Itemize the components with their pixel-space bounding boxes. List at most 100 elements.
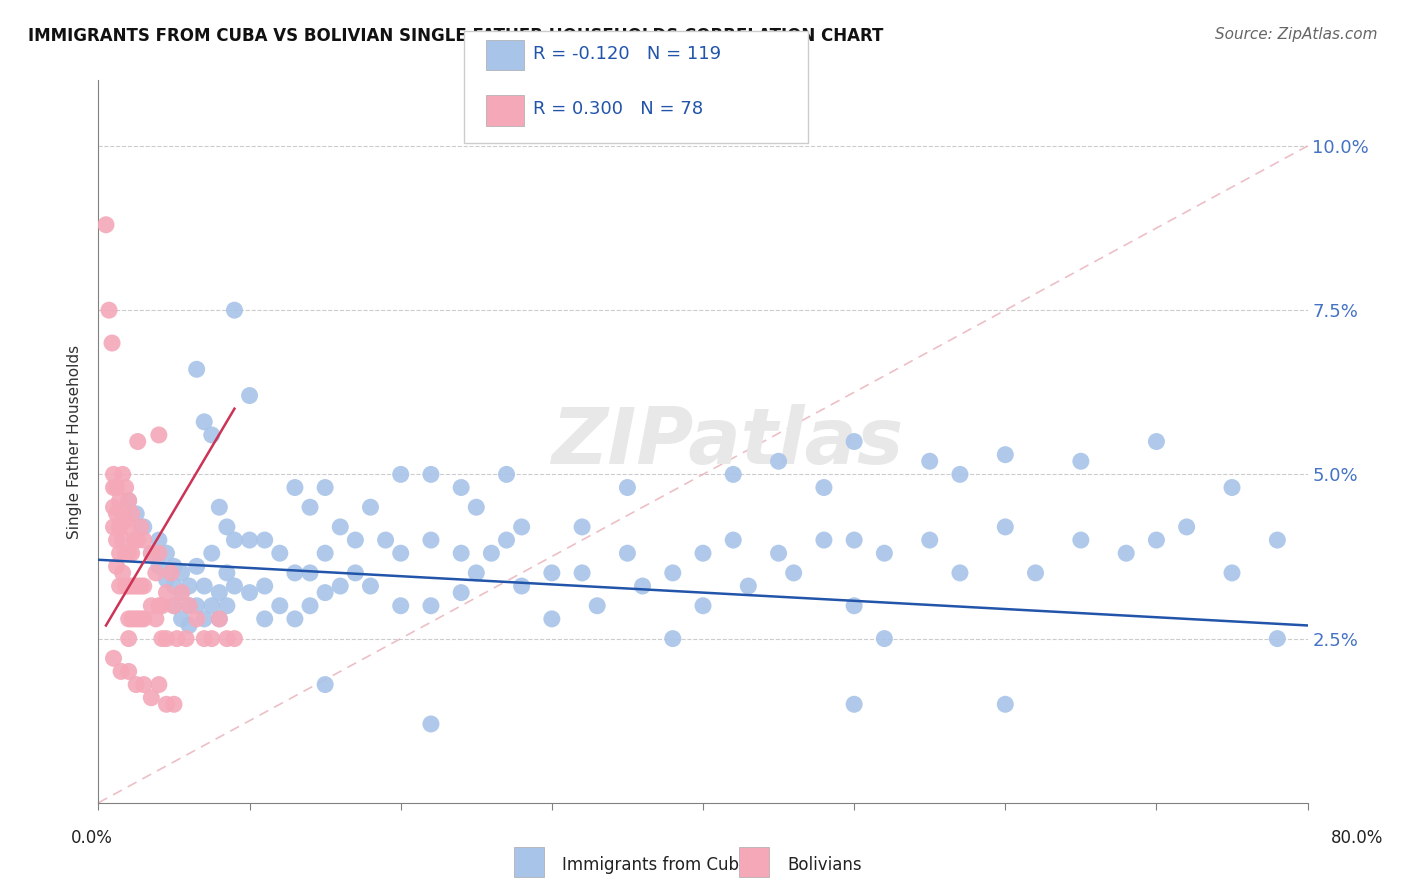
Point (239, 388, 262, 402)
Point (170, 585, 193, 599)
Text: IMMIGRANTS FROM CUBA VS BOLIVIAN SINGLE FATHER HOUSEHOLDS CORRELATION CHART: IMMIGRANTS FROM CUBA VS BOLIVIAN SINGLE … (28, 27, 883, 45)
Point (129, 612, 152, 626)
Point (127, 579, 149, 593)
Point (118, 493, 141, 508)
Point (768, 454, 790, 468)
Point (108, 546, 131, 560)
Point (163, 698, 186, 712)
Point (360, 500, 382, 515)
Point (145, 612, 167, 626)
Point (844, 599, 866, 613)
Point (148, 599, 170, 613)
Point (132, 612, 155, 626)
Point (201, 546, 224, 560)
Point (1144, 533, 1167, 547)
Point (111, 533, 134, 547)
Point (844, 434, 866, 449)
Point (141, 546, 163, 560)
Point (193, 579, 215, 593)
Point (155, 632, 177, 646)
Point (1220, 566, 1243, 580)
Point (949, 467, 972, 482)
Point (127, 533, 149, 547)
Point (495, 467, 517, 482)
Text: R = -0.120   N = 119: R = -0.120 N = 119 (533, 45, 721, 62)
Point (224, 533, 246, 547)
Point (571, 520, 593, 534)
Point (994, 698, 1017, 712)
Point (179, 618, 201, 632)
Point (1070, 533, 1092, 547)
Point (616, 546, 638, 560)
Point (661, 566, 683, 580)
Point (224, 303, 246, 318)
Point (1175, 520, 1198, 534)
Point (103, 467, 125, 482)
Point (105, 481, 128, 495)
Point (661, 632, 683, 646)
Point (148, 533, 170, 547)
Point (631, 579, 654, 593)
Point (873, 632, 896, 646)
Point (510, 520, 533, 534)
Point (208, 612, 231, 626)
Point (253, 579, 276, 593)
Point (108, 493, 131, 508)
Point (114, 481, 136, 495)
Point (465, 500, 488, 515)
Point (179, 599, 201, 613)
Point (420, 717, 443, 731)
Point (174, 632, 197, 646)
Point (103, 520, 125, 534)
Point (121, 612, 143, 626)
Point (1115, 546, 1137, 560)
Point (239, 533, 262, 547)
Point (389, 467, 412, 482)
Point (111, 566, 134, 580)
Point (108, 579, 131, 593)
Point (141, 690, 163, 705)
Point (540, 612, 562, 626)
Point (186, 599, 208, 613)
Point (103, 481, 125, 495)
Point (129, 520, 152, 534)
Point (148, 428, 170, 442)
Point (768, 546, 790, 560)
Point (121, 546, 143, 560)
Point (540, 566, 562, 580)
Point (723, 467, 745, 482)
Point (208, 612, 231, 626)
Point (284, 612, 307, 626)
Point (215, 566, 238, 580)
Point (141, 546, 163, 560)
Point (127, 612, 149, 626)
Point (155, 546, 177, 560)
Point (571, 566, 593, 580)
Point (193, 632, 215, 646)
Point (253, 533, 276, 547)
Point (114, 546, 136, 560)
Point (186, 612, 208, 626)
Point (155, 573, 177, 587)
Point (918, 533, 941, 547)
Point (723, 533, 745, 547)
Point (813, 481, 835, 495)
Point (150, 599, 173, 613)
Point (148, 677, 170, 691)
Point (450, 585, 472, 599)
Point (253, 612, 276, 626)
Text: Source: ZipAtlas.com: Source: ZipAtlas.com (1215, 27, 1378, 42)
Point (360, 579, 382, 593)
Point (344, 533, 367, 547)
Point (1070, 454, 1092, 468)
Point (1024, 566, 1046, 580)
Point (224, 632, 246, 646)
Point (389, 599, 412, 613)
Point (201, 599, 224, 613)
Point (141, 599, 163, 613)
Point (692, 546, 714, 560)
Point (111, 467, 134, 482)
Point (145, 566, 167, 580)
Point (329, 520, 352, 534)
Point (1267, 533, 1289, 547)
